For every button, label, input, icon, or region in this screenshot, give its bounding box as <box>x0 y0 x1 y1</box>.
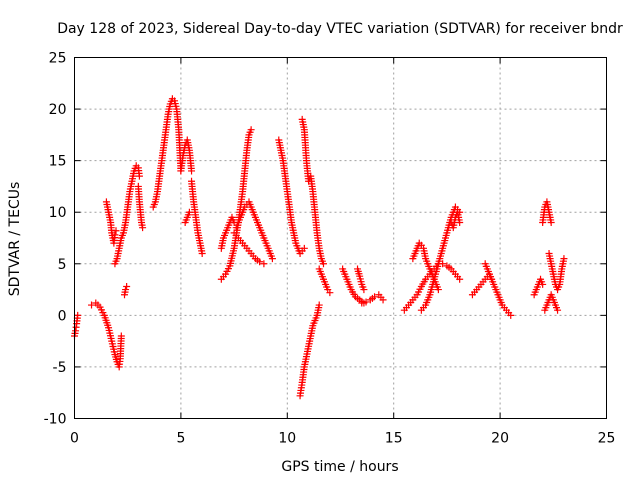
data-point-plus <box>135 172 143 180</box>
series-arc-25 <box>447 208 464 232</box>
data-point-plus <box>547 219 555 227</box>
series-arc-14 <box>232 198 276 263</box>
series-arc-17 <box>298 115 327 268</box>
y-tick-label: 20 <box>49 102 67 118</box>
series-arc-27 <box>481 260 496 283</box>
data-point-plus <box>326 289 334 297</box>
data-point-plus <box>268 255 276 263</box>
data-point-plus <box>315 301 323 309</box>
series-arc-08 <box>177 136 196 175</box>
axis-ticks <box>74 57 607 419</box>
data-point-plus <box>358 299 366 307</box>
y-tick-label: 25 <box>49 51 67 67</box>
y-tick-label: 15 <box>49 154 67 170</box>
data-point-plus <box>256 258 264 266</box>
x-tick-label: 20 <box>491 431 509 447</box>
y-tick-label: 0 <box>58 308 67 324</box>
data-point-plus <box>319 260 327 268</box>
data-point-plus <box>300 244 308 252</box>
series-arc-13 <box>230 229 268 268</box>
data-point-plus <box>379 296 387 304</box>
y-axis-label: SDTVAR / TECUs <box>7 182 23 297</box>
y-tick-label: 10 <box>49 205 67 221</box>
series-arc-02 <box>88 299 125 371</box>
data-point-plus <box>260 260 268 268</box>
data-point-plus <box>560 255 568 263</box>
tick-labels: 0 5 10 15 20 25 -10 -5 0 5 10 15 20 25 <box>44 51 616 447</box>
series-arc-06 <box>134 182 147 232</box>
series-arc-07 <box>149 95 185 211</box>
series-arc-24 <box>417 203 464 314</box>
data-point-plus <box>360 286 368 294</box>
series-arc-21 <box>358 291 387 307</box>
data-point-plus <box>539 280 547 288</box>
x-tick-label: 15 <box>385 431 403 447</box>
data-point-plus <box>456 219 464 227</box>
data-point-plus <box>111 231 119 239</box>
series-arc-18 <box>315 265 334 297</box>
data-point-plus <box>434 286 442 294</box>
series-arc-30 <box>541 291 562 314</box>
x-axis-label: GPS time / hours <box>281 459 398 475</box>
data-point-plus <box>507 311 515 319</box>
series-arc-16 <box>296 301 323 400</box>
series-arc-10 <box>188 177 206 257</box>
series-arc-09 <box>181 208 193 227</box>
data-point-plus <box>139 224 147 232</box>
chart-title: Day 128 of 2023, Sidereal Day-to-day VTE… <box>57 21 623 37</box>
series-arc-04 <box>111 162 143 268</box>
x-tick-label: 0 <box>70 431 79 447</box>
data-point-plus <box>188 167 196 175</box>
data-point-plus <box>362 298 370 306</box>
data-point-plus <box>247 126 255 134</box>
series-arc-31 <box>545 249 568 294</box>
data-point-plus <box>123 282 131 290</box>
series-arc-20 <box>354 265 368 294</box>
data-point-plus <box>112 227 120 235</box>
series-arc-29 <box>539 198 555 227</box>
y-tick-label: -10 <box>44 412 67 428</box>
series-arc-01 <box>71 311 82 340</box>
series-arc-03 <box>102 198 120 247</box>
grid-lines <box>74 57 607 419</box>
data-point-plus <box>74 311 82 319</box>
series-arc-28 <box>530 275 547 299</box>
series-arc-05 <box>121 282 131 299</box>
x-tick-label: 25 <box>598 431 616 447</box>
series-arc-12 <box>217 213 238 252</box>
data-point-plus <box>88 301 96 309</box>
x-tick-label: 5 <box>176 431 185 447</box>
data-point-plus <box>456 275 464 283</box>
data-point-plus <box>198 249 206 257</box>
y-tick-label: -5 <box>53 360 67 376</box>
data-marks <box>71 95 568 400</box>
data-point-plus <box>488 275 496 283</box>
x-tick-label: 10 <box>278 431 296 447</box>
y-tick-label: 5 <box>58 257 67 273</box>
plot-frame <box>74 57 607 419</box>
data-point-plus <box>117 332 125 340</box>
data-point-plus <box>371 293 379 301</box>
data-point-plus <box>554 306 562 314</box>
data-point-plus <box>122 286 130 294</box>
series-arc-15 <box>275 136 308 257</box>
